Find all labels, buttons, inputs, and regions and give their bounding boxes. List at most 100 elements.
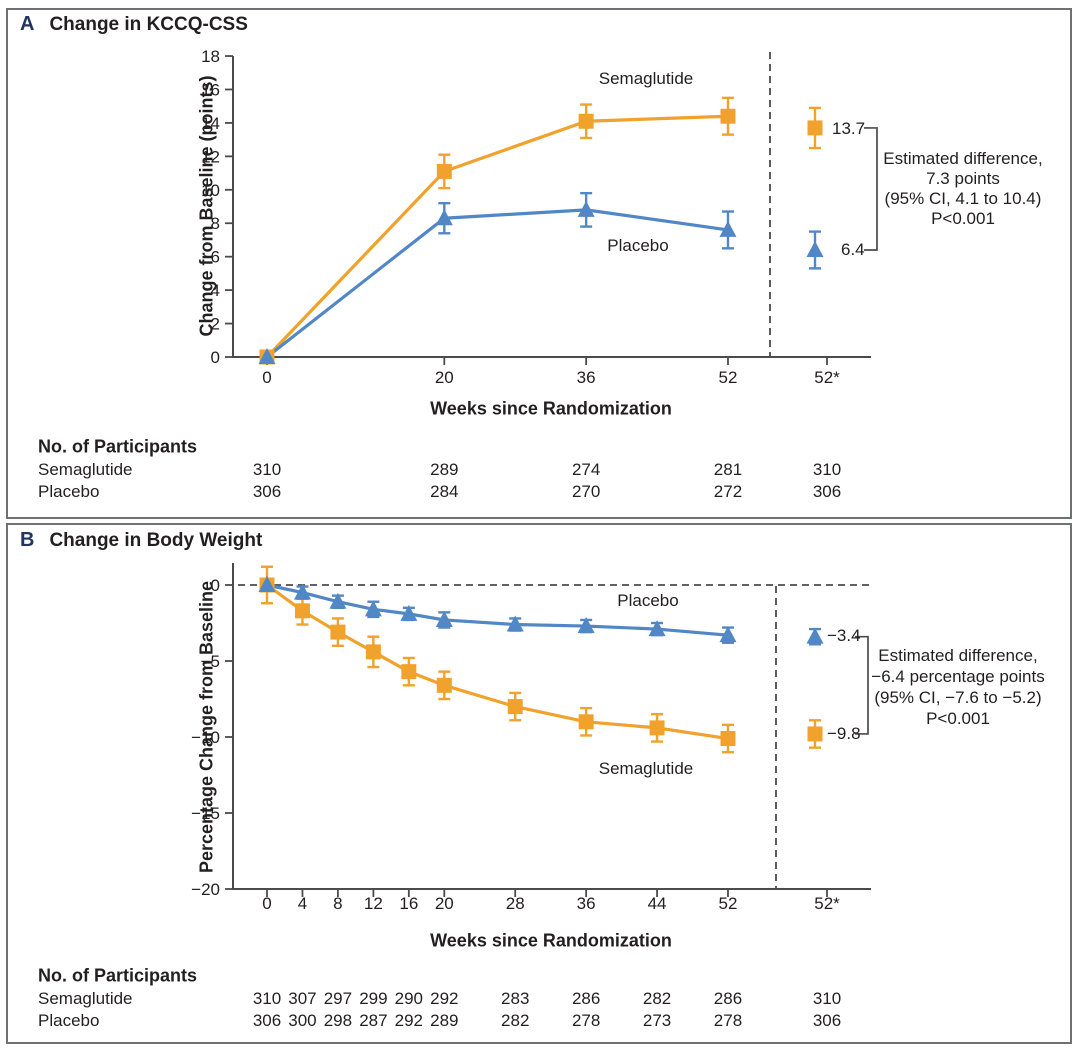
panel-b-letter: B xyxy=(20,529,35,551)
annotation-line: Estimated difference, xyxy=(883,149,1043,168)
participant-count: 284 xyxy=(430,482,459,501)
placebo-marker-triangle xyxy=(648,620,666,637)
participant-count: 272 xyxy=(713,482,743,501)
panel-a-title: Change in KCCQ-CSS xyxy=(49,14,248,35)
y-tick-label: −5 xyxy=(201,652,220,671)
placebo-marker-triangle xyxy=(400,604,418,621)
panel-b-title: Change in Body Weight xyxy=(49,530,263,551)
series-label-semaglutide: Semaglutide xyxy=(598,759,694,778)
participant-count: 292 xyxy=(394,1011,424,1030)
participants-title: No. of Participants xyxy=(38,965,198,986)
annotation-line: 7.3 points xyxy=(926,169,1000,188)
participant-count: 289 xyxy=(430,1011,459,1030)
semaglutide-marker-square xyxy=(436,163,452,179)
y-tick-label: 12 xyxy=(201,147,220,166)
x-tick-label: 16 xyxy=(399,894,418,913)
x-tick-label: 44 xyxy=(648,894,667,913)
x-tick-label: 36 xyxy=(577,894,596,913)
placebo-marker-triangle xyxy=(258,348,276,364)
final-value-label-placebo: 6.4 xyxy=(841,240,865,259)
x-tick-label: 52 xyxy=(719,894,738,913)
participant-count: 287 xyxy=(359,1011,388,1030)
series-line-placebo xyxy=(266,208,729,359)
placebo-marker-triangle xyxy=(258,576,276,592)
x-tick-label: 52* xyxy=(814,894,840,913)
participant-count: 298 xyxy=(323,1011,353,1030)
placebo-marker-triangle xyxy=(577,200,595,217)
participant-count: 310 xyxy=(252,989,282,1008)
placebo-marker-triangle xyxy=(719,220,737,237)
y-tick-label: 0 xyxy=(211,348,220,367)
y-tick-label: 2 xyxy=(211,315,220,334)
participant-count: 282 xyxy=(642,989,672,1008)
semaglutide-marker-square xyxy=(401,664,417,680)
placebo-marker-triangle xyxy=(719,626,737,643)
semaglutide-marker-square xyxy=(578,113,594,129)
participants-row-label: Semaglutide xyxy=(38,989,133,1008)
participant-count: 286 xyxy=(713,989,743,1008)
semaglutide-marker-square xyxy=(365,644,381,660)
y-tick-label: −15 xyxy=(191,804,220,823)
participant-count: 307 xyxy=(288,989,317,1008)
annotation-line: (95% CI, 4.1 to 10.4) xyxy=(884,189,1042,208)
participants-row-label: Placebo xyxy=(38,1011,100,1030)
panel-a-header: A Change in KCCQ-CSS xyxy=(20,13,248,36)
x-tick-label: 0 xyxy=(262,894,271,913)
semaglutide-marker-square xyxy=(649,720,665,736)
participant-count: 274 xyxy=(571,460,601,479)
participant-count: 270 xyxy=(571,482,601,501)
annotation-line: P<0.001 xyxy=(931,209,995,228)
placebo-final-marker-triangle xyxy=(806,240,824,257)
x-tick-label: 28 xyxy=(506,894,525,913)
final-value-label-placebo: −3.4 xyxy=(827,626,861,645)
panel-a-x-axis-label: Weeks since Randomization xyxy=(430,398,672,419)
y-tick-label: 14 xyxy=(201,114,220,133)
semaglutide-marker-square xyxy=(436,677,452,693)
participant-count: 282 xyxy=(501,1011,530,1030)
x-tick-label: 20 xyxy=(435,894,454,913)
placebo-marker-triangle xyxy=(435,209,453,226)
panel-b xyxy=(6,523,1072,1044)
x-tick-label: 20 xyxy=(435,368,454,387)
semaglutide-marker-square xyxy=(720,108,736,124)
final-value-label-semaglutide: −9.8 xyxy=(827,724,861,743)
participants-row-label: Placebo xyxy=(38,482,100,501)
panel-b-header: B Change in Body Weight xyxy=(20,529,262,552)
semaglutide-final-marker-square xyxy=(807,120,823,136)
participant-count: 306 xyxy=(252,1011,282,1030)
participant-count: 273 xyxy=(642,1011,672,1030)
placebo-final-marker-triangle xyxy=(806,627,824,644)
participant-count: 278 xyxy=(571,1011,601,1030)
placebo-marker-triangle xyxy=(364,600,382,617)
semaglutide-marker-square xyxy=(507,699,523,715)
series-line-semaglutide xyxy=(266,583,729,741)
annotation-line: P<0.001 xyxy=(926,709,990,728)
panel-a-letter: A xyxy=(20,13,35,35)
panel-a-y-axis-label: Change from Baseline (points) xyxy=(196,75,217,337)
x-tick-label: 52* xyxy=(814,368,840,387)
semaglutide-marker-square xyxy=(578,714,594,730)
placebo-marker-triangle xyxy=(577,617,595,634)
final-value-label-semaglutide: 13.7 xyxy=(832,119,866,138)
estimate-annotation: Estimated difference, −6.4 percentage po… xyxy=(871,645,1044,729)
placebo-marker-triangle xyxy=(329,592,347,609)
panel-a-chart: 0 2 4 6 8 10 12 14 16 18 0 20 36 52 52* xyxy=(201,47,878,387)
x-tick-label: 4 xyxy=(298,894,307,913)
participant-count: 286 xyxy=(571,989,601,1008)
series-line-semaglutide xyxy=(265,114,729,359)
participant-count: 292 xyxy=(430,989,459,1008)
panel-b-x-axis-label: Weeks since Randomization xyxy=(430,930,672,951)
participant-count: 310 xyxy=(252,460,282,479)
x-tick-label: 36 xyxy=(577,368,596,387)
series-label-placebo: Placebo xyxy=(617,591,679,610)
participant-count: 283 xyxy=(501,989,530,1008)
y-tick-label: 8 xyxy=(211,214,220,233)
panel-b-chart: 0 −5 −10 −15 −20 0 4 8 12 16 20 28 36 44 52 52* xyxy=(191,563,871,913)
placebo-marker-triangle xyxy=(506,615,524,632)
participant-count: 306 xyxy=(812,482,842,501)
participant-count: 289 xyxy=(430,460,459,479)
y-tick-label: 10 xyxy=(201,181,220,200)
participant-count: 306 xyxy=(252,482,282,501)
participant-count: 297 xyxy=(323,989,353,1008)
